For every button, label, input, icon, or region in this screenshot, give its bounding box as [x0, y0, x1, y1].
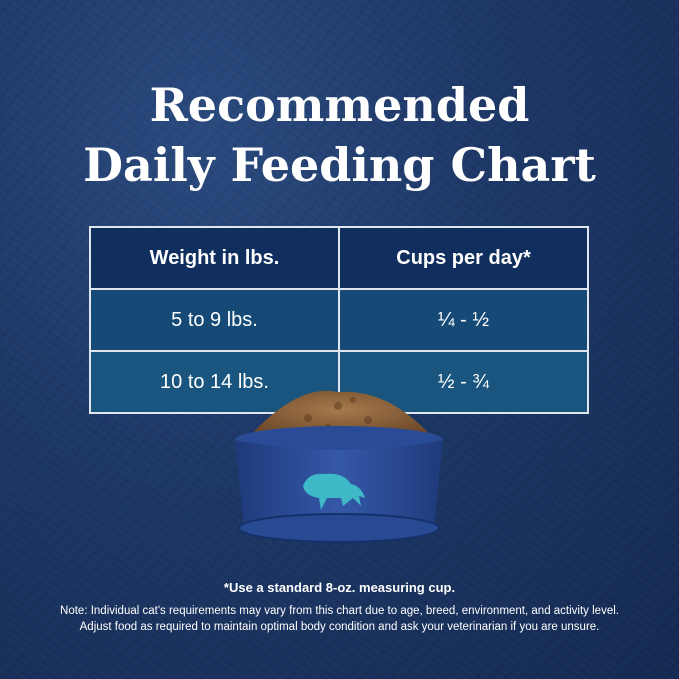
table-row: 5 to 9 lbs. ¼ - ½	[89, 288, 589, 352]
cell-weight: 5 to 9 lbs.	[89, 288, 340, 352]
table-header-row: Weight in lbs. Cups per day*	[89, 226, 589, 290]
header-weight: Weight in lbs.	[89, 226, 340, 290]
cell-cups: ¼ - ½	[338, 288, 589, 352]
bison-logo-icon	[303, 473, 365, 510]
title-line-1: Recommended	[149, 78, 530, 132]
note-line-2: Adjust food as required to maintain opti…	[79, 621, 600, 633]
title-line-2: Daily Feeding Chart	[83, 138, 596, 192]
food-bowl-image	[235, 390, 443, 543]
footnote: *Use a standard 8-oz. measuring cup.	[223, 580, 456, 595]
note: Note: Individual cat's requirements may …	[30, 603, 649, 635]
header-cups: Cups per day*	[338, 226, 589, 290]
note-line-1: Note: Individual cat's requirements may …	[60, 605, 619, 617]
feeding-table: Weight in lbs. Cups per day* 5 to 9 lbs.…	[89, 226, 589, 414]
